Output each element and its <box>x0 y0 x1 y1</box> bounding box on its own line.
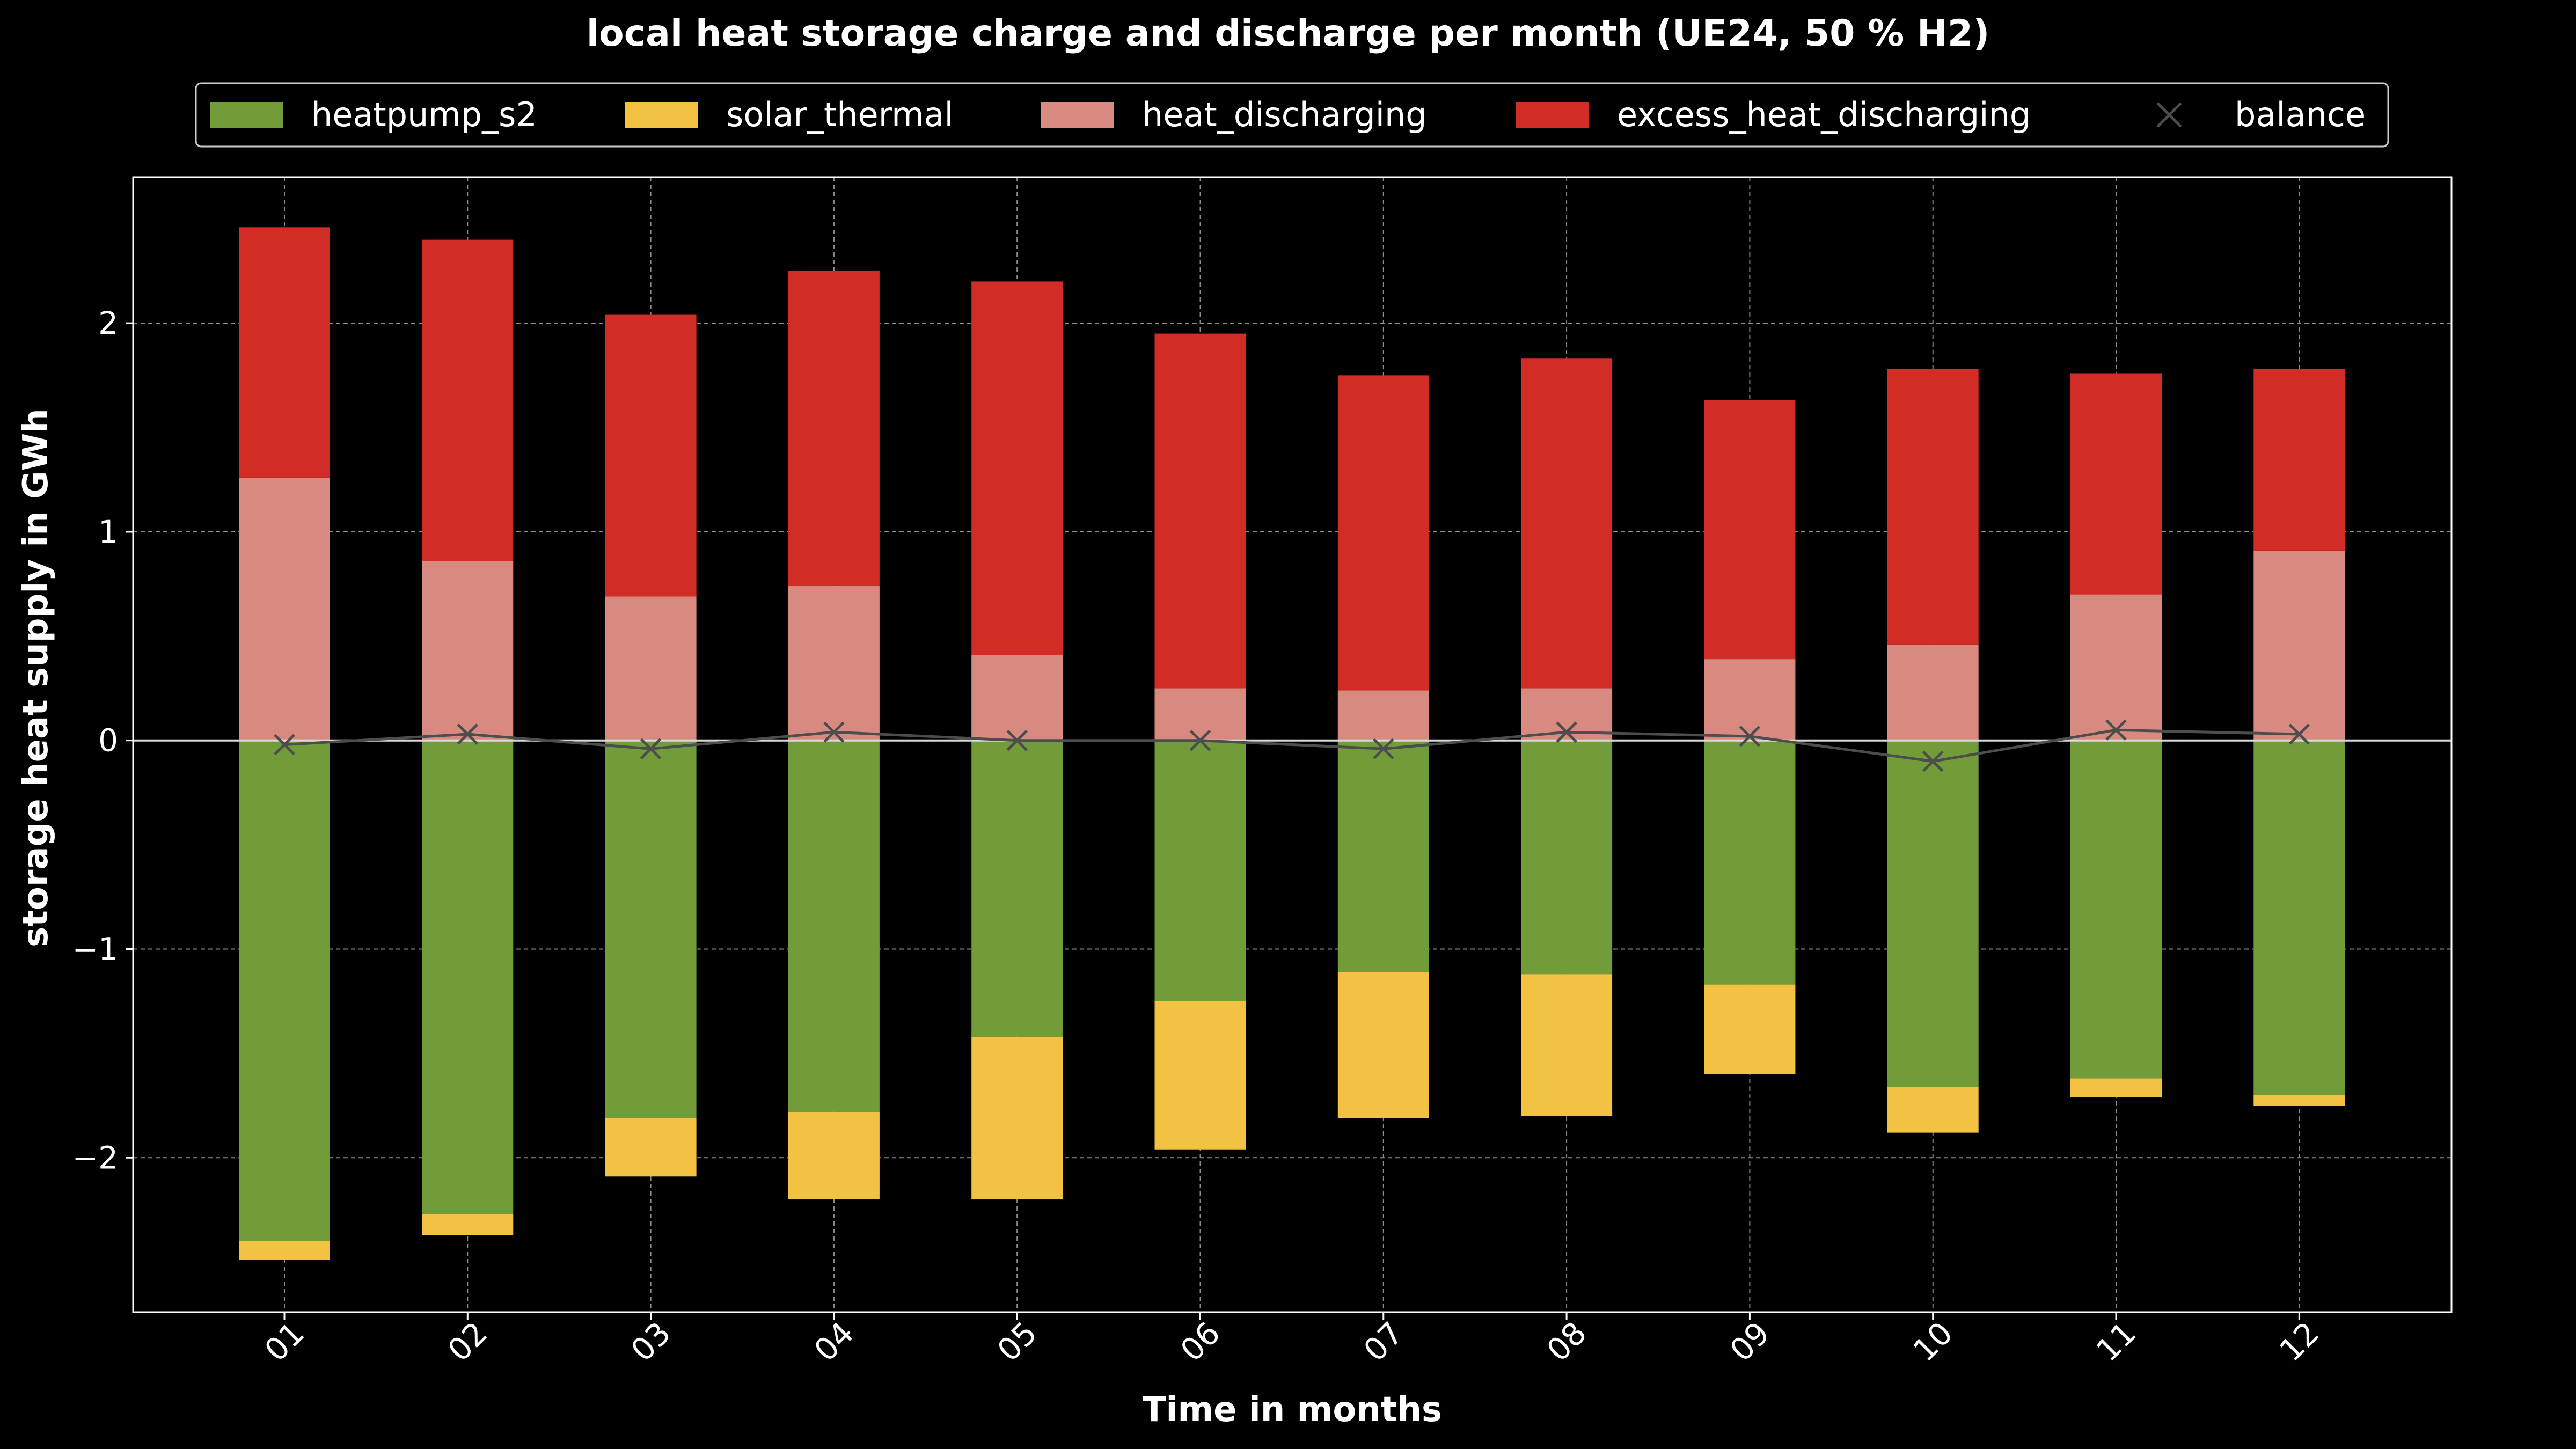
balance-line <box>284 728 2300 763</box>
y-tick-label: −2 <box>72 1139 119 1176</box>
bar-excess_heat_discharging-01 <box>239 227 330 478</box>
bar-solar_thermal-12 <box>2253 1095 2345 1106</box>
bar-heatpump_s2-10 <box>1887 740 1979 1087</box>
x-axis-label: Time in months <box>1143 1390 1442 1430</box>
bar-heatpump_s2-01 <box>239 740 330 1241</box>
y-tick-label: 1 <box>98 514 118 550</box>
bar-solar_thermal-05 <box>971 1036 1063 1200</box>
bar-solar_thermal-03 <box>605 1118 697 1177</box>
bar-solar_thermal-01 <box>239 1241 330 1260</box>
bar-solar_thermal-11 <box>2070 1078 2162 1097</box>
bar-excess_heat_discharging-09 <box>1704 400 1796 660</box>
legend-label-balance: balance <box>2235 95 2366 134</box>
bar-heatpump_s2-04 <box>788 740 880 1112</box>
bar-heat_discharging-12 <box>2253 550 2345 741</box>
balance-point-11 <box>2105 719 2127 741</box>
legend-label-heatpump_s2: heatpump_s2 <box>311 95 537 134</box>
bar-heatpump_s2-11 <box>2070 740 2162 1079</box>
bar-solar_thermal-04 <box>788 1111 880 1200</box>
legend-swatch-heatpump_s2 <box>210 102 283 128</box>
bar-solar_thermal-09 <box>1704 984 1796 1074</box>
bar-excess_heat_discharging-12 <box>2253 369 2345 551</box>
bar-heat_discharging-03 <box>605 596 697 741</box>
legend-label-solar_thermal: solar_thermal <box>726 95 954 134</box>
bar-excess_heat_discharging-08 <box>1521 358 1613 689</box>
bar-heatpump_s2-07 <box>1337 740 1429 972</box>
bar-heat_discharging-06 <box>1154 688 1246 741</box>
legend-swatch-solar_thermal <box>625 102 698 128</box>
bar-heatpump_s2-03 <box>605 740 697 1118</box>
legend-label-excess_heat_discharging: excess_heat_discharging <box>1617 95 2031 134</box>
y-tick-label: 2 <box>98 305 118 341</box>
legend-marker-balance <box>2156 102 2182 128</box>
bar-heat_discharging-01 <box>239 477 330 741</box>
bar-excess_heat_discharging-04 <box>788 270 880 587</box>
bar-excess_heat_discharging-07 <box>1337 375 1429 691</box>
legend-label-heat_discharging: heat_discharging <box>1142 95 1427 134</box>
bar-heatpump_s2-08 <box>1521 740 1613 975</box>
bar-heat_discharging-11 <box>2070 594 2162 741</box>
bar-solar_thermal-07 <box>1337 972 1429 1118</box>
balance-point-10 <box>1922 750 1944 772</box>
bar-excess_heat_discharging-10 <box>1887 369 1979 645</box>
bar-heat_discharging-07 <box>1337 690 1429 741</box>
balance-point-07 <box>1373 738 1394 760</box>
bar-heat_discharging-02 <box>422 561 514 741</box>
bar-heatpump_s2-06 <box>1154 740 1246 1001</box>
balance-series <box>274 719 2310 772</box>
balance-point-09 <box>1739 726 1761 747</box>
bar-excess_heat_discharging-02 <box>422 239 514 561</box>
bar-heat_discharging-05 <box>971 655 1063 741</box>
bar-heat_discharging-04 <box>788 586 880 741</box>
chart-title: local heat storage charge and discharge … <box>587 12 1990 55</box>
balance-point-05 <box>1006 729 1028 751</box>
bar-excess_heat_discharging-06 <box>1154 333 1246 689</box>
bar-heat_discharging-09 <box>1704 659 1796 741</box>
bars <box>239 227 2345 1260</box>
bar-solar_thermal-08 <box>1521 974 1613 1116</box>
bar-heat_discharging-10 <box>1887 644 1979 741</box>
balance-point-04 <box>823 721 845 743</box>
bar-heatpump_s2-12 <box>2253 740 2345 1095</box>
bar-solar_thermal-10 <box>1887 1087 1979 1133</box>
balance-point-03 <box>640 738 662 760</box>
y-tick-label: 0 <box>98 722 118 759</box>
legend-swatch-heat_discharging <box>1041 102 1114 128</box>
y-tick-label: −1 <box>72 931 119 968</box>
plot-frame <box>132 176 2453 1313</box>
balance-point-02 <box>457 723 479 745</box>
bar-excess_heat_discharging-03 <box>605 314 697 597</box>
bar-solar_thermal-06 <box>1154 1001 1246 1150</box>
balance-point-08 <box>1556 721 1577 743</box>
bar-solar_thermal-02 <box>422 1214 514 1235</box>
bar-excess_heat_discharging-11 <box>2070 373 2162 595</box>
bar-heatpump_s2-05 <box>971 740 1063 1037</box>
y-axis-label: storage heat supply in GWh <box>16 408 56 947</box>
bar-heatpump_s2-02 <box>422 740 514 1214</box>
bar-heatpump_s2-09 <box>1704 740 1796 985</box>
balance-point-06 <box>1189 729 1211 751</box>
legend-swatch-excess_heat_discharging <box>1516 102 1589 128</box>
legend: heatpump_s2 solar_thermal heat_discharging… <box>195 82 2389 148</box>
legend-frame <box>195 82 2389 148</box>
balance-point-01 <box>274 734 295 756</box>
balance-point-12 <box>2288 723 2310 745</box>
bar-excess_heat_discharging-05 <box>971 281 1063 655</box>
